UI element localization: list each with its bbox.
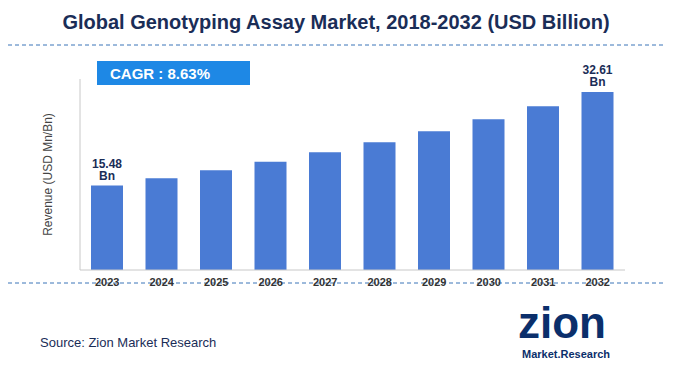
svg-text:Source: Zion Market Research: Source: Zion Market Research <box>40 335 216 350</box>
svg-text:2032: 2032 <box>586 276 610 288</box>
svg-text:2028: 2028 <box>368 276 392 288</box>
svg-text:2031: 2031 <box>531 276 555 288</box>
svg-text:2025: 2025 <box>204 276 228 288</box>
svg-text:2023: 2023 <box>95 276 119 288</box>
svg-text:2029: 2029 <box>422 276 446 288</box>
svg-text:2026: 2026 <box>259 276 283 288</box>
svg-text:Market.Research: Market.Research <box>522 348 610 360</box>
svg-text:2027: 2027 <box>313 276 337 288</box>
svg-text:2030: 2030 <box>477 276 501 288</box>
svg-text:Global Genotyping Assay Market: Global Genotyping Assay Market, 2018-203… <box>62 11 609 33</box>
svg-text:15.48Bn: 15.48Bn <box>92 157 122 183</box>
svg-text:zion: zion <box>518 298 606 347</box>
svg-text:Revenue (USD Mn/Bn): Revenue (USD Mn/Bn) <box>41 113 55 236</box>
svg-text:2024: 2024 <box>150 276 175 288</box>
svg-text:32.61Bn: 32.61Bn <box>582 63 612 89</box>
svg-text:CAGR : 8.63%: CAGR : 8.63% <box>110 65 210 82</box>
